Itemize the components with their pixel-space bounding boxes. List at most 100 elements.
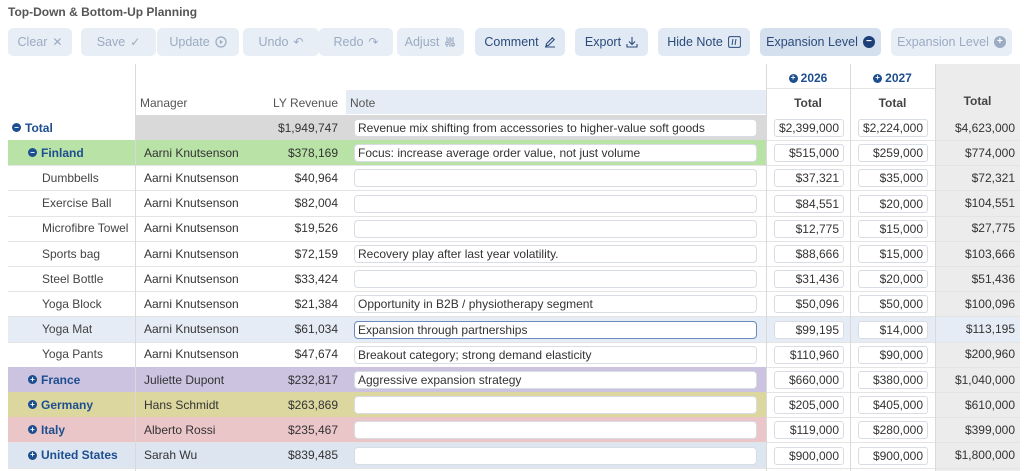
- grand-total-header: Total: [963, 94, 992, 108]
- row-label: Yoga Block: [42, 296, 102, 311]
- expansion-level-expand-button[interactable]: Expansion Level +: [891, 28, 1012, 56]
- adjust-button[interactable]: Adjust: [397, 28, 464, 56]
- expand-icon[interactable]: +: [28, 425, 37, 435]
- value-2027-input[interactable]: $90,000: [858, 345, 928, 364]
- table-row[interactable]: + United States Sarah Wu $839,485 $900,000 $9…: [8, 442, 1020, 469]
- value-2026-input[interactable]: $12,775: [774, 219, 844, 238]
- value-2027-input[interactable]: $900,000: [858, 446, 928, 465]
- play-icon: [215, 36, 227, 48]
- manager-cell: Alberto Rossi: [144, 422, 216, 437]
- note-icon: [727, 36, 741, 48]
- table-row[interactable]: Sports bag Aarni Knutsenson $72,159 Recover…: [8, 241, 1020, 267]
- value-2027-input[interactable]: $15,000: [858, 219, 928, 238]
- undo-button[interactable]: Undo ↶: [243, 28, 319, 56]
- comment-button[interactable]: Comment: [475, 28, 565, 56]
- value-2027-input[interactable]: $280,000: [858, 421, 928, 440]
- ly-revenue-cell: $235,467: [287, 422, 338, 437]
- note-input[interactable]: [354, 446, 757, 465]
- hide-note-button[interactable]: Hide Note: [658, 28, 750, 56]
- clear-button[interactable]: Clear ✕: [8, 28, 72, 56]
- table-row[interactable]: Microfibre Towel Aarni Knutsenson $19,526 $…: [8, 216, 1020, 242]
- collapse-icon[interactable]: −: [12, 123, 21, 132]
- table-row[interactable]: + Germany Hans Schmidt $263,869 $205,000 $405…: [8, 392, 1020, 419]
- note-input[interactable]: [354, 421, 757, 440]
- grand-total-cell: $200,960: [964, 347, 1015, 362]
- update-button[interactable]: Update: [157, 28, 239, 56]
- save-button[interactable]: Save ✓: [81, 28, 156, 56]
- col-divider: [850, 64, 851, 471]
- note-input[interactable]: Opportunity in B2B / physiotherapy segme…: [354, 295, 757, 314]
- table-row[interactable]: − Finland Aarni Knutsenson $378,169 Focus: i…: [8, 140, 1020, 167]
- table-row[interactable]: Yoga Block Aarni Knutsenson $21,384 Opportu…: [8, 291, 1020, 318]
- table-row[interactable]: Yoga Pants Aarni Knutsenson $47,674 Breakou…: [8, 342, 1020, 368]
- table-row[interactable]: − Total $1,949,747 Revenue mix shifting fro…: [8, 115, 1020, 141]
- value-2026-input[interactable]: $205,000: [774, 396, 844, 415]
- note-input[interactable]: Recovery play after last year volatility…: [354, 245, 757, 263]
- value-2026-input[interactable]: $31,436: [774, 270, 844, 289]
- expand-icon[interactable]: +: [28, 400, 37, 410]
- note-input[interactable]: Aggressive expansion strategy: [354, 371, 757, 389]
- download-icon: [626, 36, 638, 48]
- note-input[interactable]: Breakout category; strong demand elastic…: [354, 345, 757, 364]
- table-row[interactable]: Dumbbells Aarni Knutsenson $40,964 $37,321 $…: [8, 165, 1020, 192]
- value-2027-input[interactable]: $20,000: [858, 270, 928, 289]
- year-2026-header[interactable]: + 2026: [766, 71, 850, 85]
- redo-button[interactable]: Redo ↷: [319, 28, 393, 56]
- row-label: Exercise Ball: [42, 196, 112, 211]
- value-2026-input[interactable]: $37,321: [774, 169, 844, 188]
- export-button[interactable]: Export: [575, 28, 648, 56]
- expansion-level-collapse-label: Expansion Level: [766, 35, 858, 49]
- ly-revenue-cell: $72,159: [294, 246, 338, 261]
- value-2026-input[interactable]: $84,551: [774, 194, 844, 213]
- note-input[interactable]: [354, 219, 757, 238]
- table-row[interactable]: + France Juliette Dupont $232,817 Aggressive…: [8, 367, 1020, 393]
- note-input[interactable]: [354, 396, 757, 415]
- note-input[interactable]: [354, 270, 757, 289]
- table-row[interactable]: Yoga Mat Aarni Knutsenson $61,034 Expansion…: [8, 316, 1020, 343]
- manager-cell: Aarni Knutsenson: [144, 296, 239, 311]
- value-2027-input[interactable]: $35,000: [858, 169, 928, 188]
- grand-total-cell: $100,096: [964, 296, 1015, 311]
- note-input[interactable]: [354, 194, 757, 213]
- row-label: + Germany: [28, 392, 93, 417]
- collapse-icon[interactable]: −: [28, 148, 37, 158]
- table-row[interactable]: Exercise Ball Aarni Knutsenson $82,004 $84,…: [8, 191, 1020, 217]
- value-2026-input[interactable]: $660,000: [774, 371, 844, 389]
- value-2026-input[interactable]: $99,195: [774, 320, 844, 339]
- manager-cell: Aarni Knutsenson: [144, 196, 239, 211]
- value-2026-input[interactable]: $119,000: [774, 421, 844, 440]
- value-2027-input[interactable]: $380,000: [858, 371, 928, 389]
- note-input[interactable]: Revenue mix shifting from accessories to…: [354, 119, 757, 137]
- row-label: + United States: [28, 443, 118, 468]
- note-input[interactable]: [354, 169, 757, 188]
- table-row[interactable]: + Italy Alberto Rossi $235,467 $119,000 $280,…: [8, 417, 1020, 444]
- value-2027-input[interactable]: $50,000: [858, 295, 928, 314]
- value-2026-input[interactable]: $110,960: [774, 345, 844, 364]
- value-2027-input[interactable]: $259,000: [858, 144, 928, 163]
- expansion-level-collapse-button[interactable]: Expansion Level −: [760, 28, 881, 56]
- manager-cell: Aarni Knutsenson: [144, 322, 239, 337]
- expand-icon[interactable]: +: [28, 450, 37, 460]
- note-input[interactable]: Focus: increase average order value, not…: [354, 144, 757, 163]
- value-2027-input[interactable]: $2,224,000: [858, 119, 928, 137]
- row-label: Yoga Mat: [42, 322, 93, 337]
- note-input[interactable]: Expansion through partnerships: [354, 320, 757, 339]
- value-2026-input[interactable]: $50,096: [774, 295, 844, 314]
- year-2027-header[interactable]: + 2027: [850, 71, 935, 85]
- expand-icon[interactable]: +: [28, 375, 37, 384]
- value-2027-input[interactable]: $405,000: [858, 396, 928, 415]
- value-2026-input[interactable]: $2,399,000: [774, 119, 844, 137]
- ly-revenue-cell: $61,034: [294, 322, 338, 337]
- value-2026-input[interactable]: $515,000: [774, 144, 844, 163]
- save-label: Save: [96, 35, 126, 49]
- table-row[interactable]: Steel Bottle Aarni Knutsenson $33,424 $31,4…: [8, 266, 1020, 293]
- grand-total-cell: $610,000: [964, 397, 1015, 412]
- value-2027-input[interactable]: $14,000: [858, 320, 928, 339]
- value-2027-input[interactable]: $15,000: [858, 245, 928, 263]
- value-2026-input[interactable]: $88,666: [774, 245, 844, 263]
- value-2026-input[interactable]: $900,000: [774, 446, 844, 465]
- ly-revenue-cell: $378,169: [287, 145, 338, 160]
- value-2027-input[interactable]: $20,000: [858, 194, 928, 213]
- comment-label: Comment: [484, 35, 539, 49]
- row-label: + Italy: [28, 417, 65, 442]
